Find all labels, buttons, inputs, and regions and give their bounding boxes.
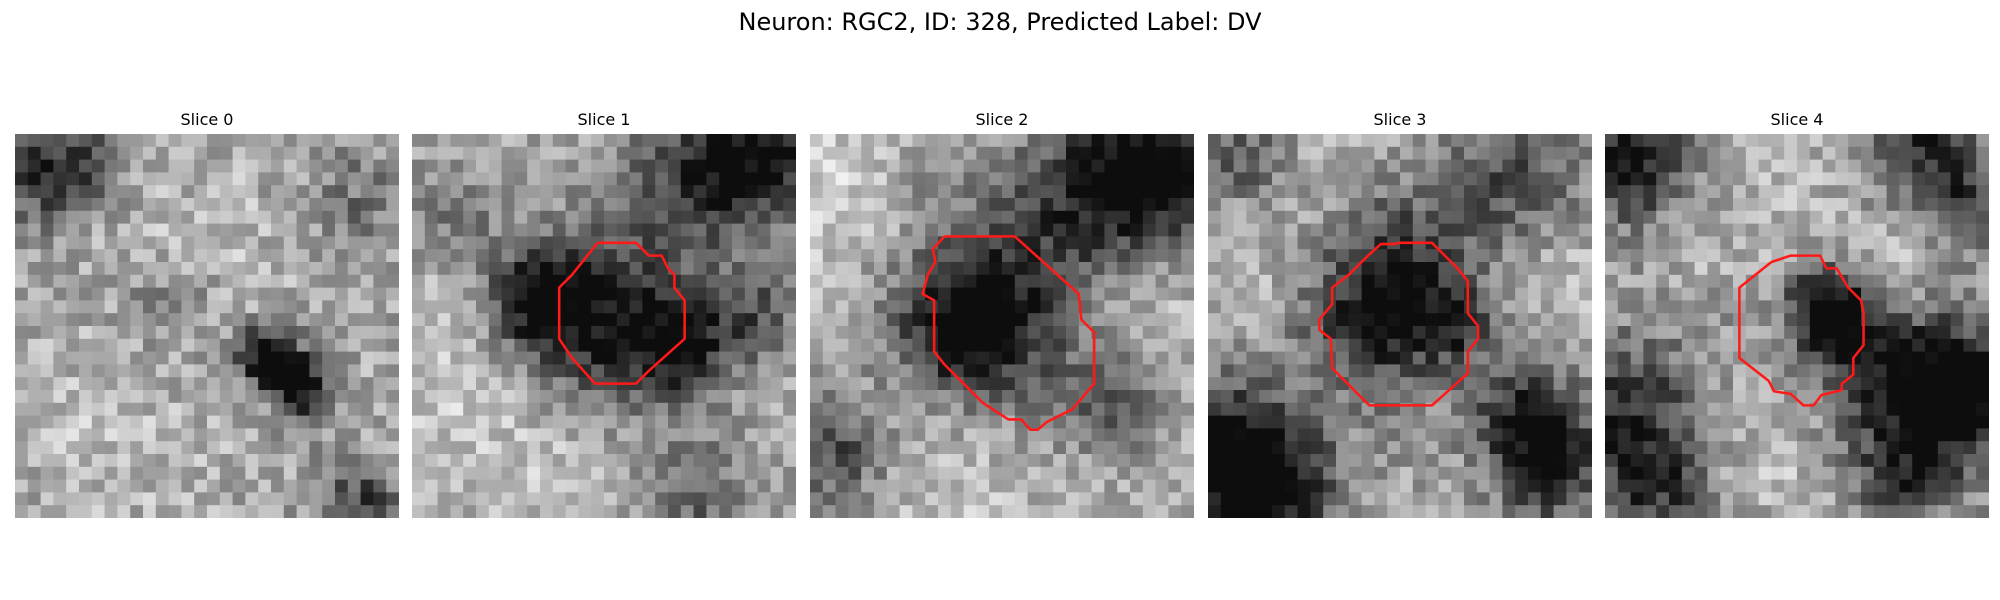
pixel-grid <box>1605 134 1989 518</box>
pixel-grid <box>412 134 796 518</box>
microscopy-slice-image <box>810 134 1194 518</box>
pixel-grid <box>15 134 399 518</box>
slice-panel-3: Slice 3 <box>1208 110 1592 518</box>
segmentation-contour <box>1738 254 1865 407</box>
slice-title: Slice 4 <box>1770 110 1824 129</box>
microscopy-slice-image <box>1605 134 1989 518</box>
slice-title: Slice 0 <box>180 110 234 129</box>
figure-title: Neuron: RGC2, ID: 328, Predicted Label: … <box>738 8 1262 36</box>
slice-panel-2: Slice 2 <box>810 110 1194 518</box>
microscopy-slice-image <box>15 134 399 518</box>
slice-panel-0: Slice 0 <box>15 110 399 518</box>
segmentation-contour <box>1318 241 1480 407</box>
slice-panel-1: Slice 1 <box>412 110 796 518</box>
pixel-grid <box>810 134 1194 518</box>
slice-title: Slice 3 <box>1373 110 1427 129</box>
microscopy-slice-image <box>412 134 796 518</box>
slice-title: Slice 1 <box>577 110 631 129</box>
microscopy-slice-image <box>1208 134 1592 518</box>
segmentation-contour <box>557 241 686 385</box>
pixel-grid <box>1208 134 1592 518</box>
segmentation-contour <box>921 235 1096 431</box>
slice-panel-4: Slice 4 <box>1605 110 1989 518</box>
slice-title: Slice 2 <box>975 110 1029 129</box>
